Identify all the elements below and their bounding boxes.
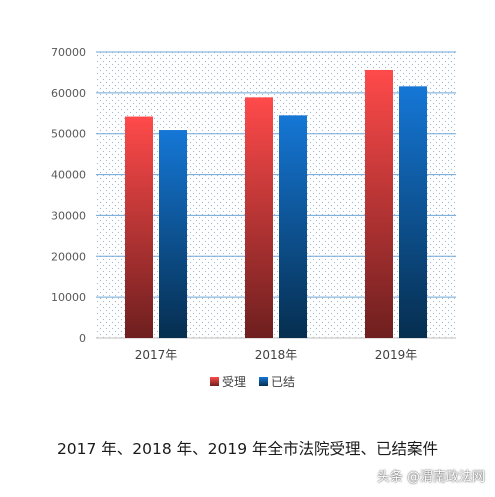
legend-label: 已结 (271, 375, 295, 389)
x-tick-label: 2018年 (255, 348, 298, 362)
y-tick-label: 20000 (51, 250, 86, 263)
chart-caption: 2017 年、2018 年、2019 年全市法院受理、已结案件 (56, 440, 439, 458)
bar-accepted-1 (245, 97, 273, 338)
y-tick-label: 60000 (51, 87, 86, 100)
y-tick-label: 50000 (51, 128, 86, 141)
y-tick-label: 10000 (51, 291, 86, 304)
y-tick-label: 40000 (51, 169, 86, 182)
bar-accepted-0 (125, 116, 153, 338)
y-tick-label: 70000 (51, 46, 86, 59)
x-tick-label: 2019年 (375, 348, 418, 362)
legend-label: 受理 (222, 375, 246, 389)
bars (125, 69, 427, 338)
bar-closed-1 (279, 115, 307, 338)
bar-closed-2 (399, 86, 427, 338)
legend-swatch (210, 377, 219, 386)
y-tick-label: 0 (79, 332, 86, 345)
plot-area (96, 52, 456, 338)
bar-accepted-2 (365, 69, 393, 338)
y-axis-ticks: 0 10000 20000 30000 40000 50000 60000 70000 (51, 46, 86, 345)
bar-chart: 0 10000 20000 30000 40000 50000 60000 70000 201… (51, 46, 456, 389)
x-tick-label: 2017年 (135, 348, 178, 362)
watermark: 头条 @渭南政法网 (376, 470, 485, 485)
x-axis-labels: 2017年 2018年 2019年 (135, 348, 418, 362)
gridlines (96, 51, 456, 339)
bar-closed-0 (159, 130, 187, 338)
legend: 受理 已结 (210, 375, 295, 389)
y-tick-label: 30000 (51, 209, 86, 222)
legend-swatch (259, 377, 268, 386)
